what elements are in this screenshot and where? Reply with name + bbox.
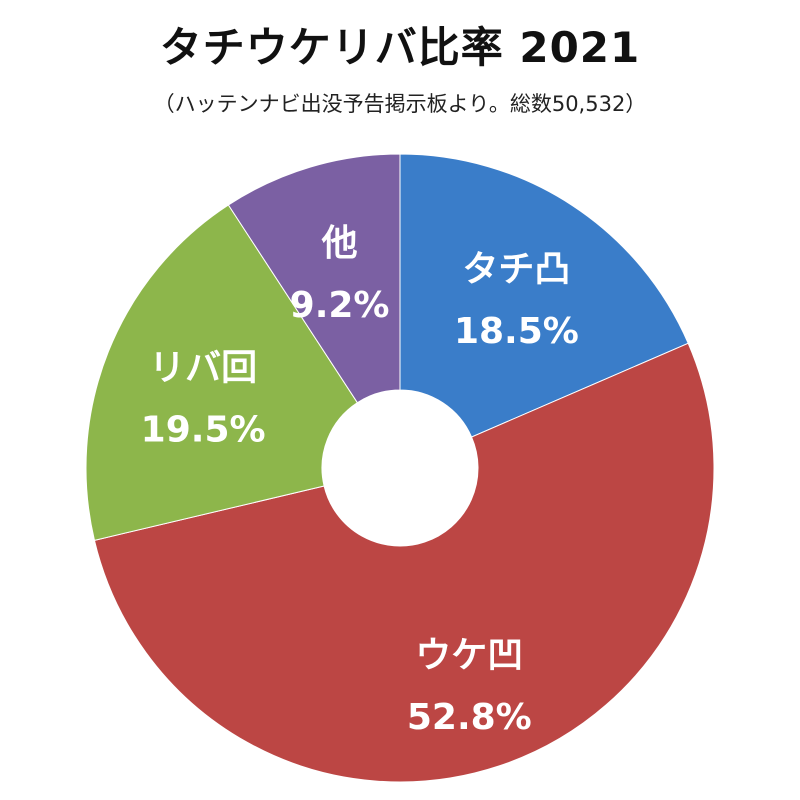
- slice-label-2: リバ回: [149, 347, 257, 388]
- slice-value-label-1: 52.8%: [407, 697, 532, 738]
- slice-label-3: 他: [321, 223, 358, 264]
- slice-1: [93, 342, 715, 783]
- slice-0: [399, 153, 689, 438]
- slice-value-label-0: 18.5%: [454, 311, 579, 352]
- slice-2: [85, 204, 359, 541]
- slice-label-0: タチ凸: [462, 249, 570, 290]
- slice-3: [227, 153, 401, 404]
- labels-group: タチ凸 18.5% ウケ凹 52.8% リバ回 19.5% 他 9.2%: [141, 223, 579, 738]
- slice-value-label-2: 19.5%: [141, 409, 266, 450]
- chart-title: タチウケリバ比率 2021: [159, 23, 641, 72]
- chart-subtitle: （ハッテンナビ出没予告掲示板より。総数50,532）: [153, 92, 647, 116]
- slice-label-1: ウケ凹: [415, 635, 523, 676]
- slice-value-label-3: 9.2%: [290, 285, 390, 326]
- slices-group: [85, 153, 715, 783]
